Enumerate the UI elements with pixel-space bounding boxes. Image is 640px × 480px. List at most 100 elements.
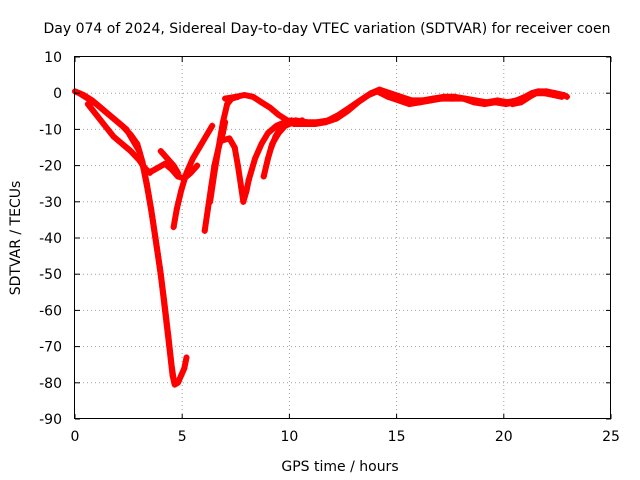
data-point bbox=[481, 101, 488, 108]
data-point bbox=[385, 93, 392, 100]
y-tick-label: -30 bbox=[39, 195, 62, 211]
data-point bbox=[178, 187, 185, 194]
data-point bbox=[162, 160, 169, 167]
y-tick-label: -80 bbox=[39, 376, 62, 392]
y-tick-label: -40 bbox=[39, 231, 62, 247]
data-point bbox=[272, 133, 279, 140]
data-point bbox=[276, 126, 283, 133]
data-point bbox=[178, 372, 185, 379]
y-tick-label: 10 bbox=[44, 50, 62, 66]
series-band bbox=[290, 88, 518, 127]
data-point bbox=[165, 332, 172, 339]
data-point bbox=[102, 108, 109, 115]
data-point bbox=[264, 155, 271, 162]
data-point bbox=[119, 140, 126, 147]
data-point bbox=[84, 101, 91, 108]
ticks: 0 5 10 15 20 25 -90 -80 -70 -60 -50 -40 -30 -20 -10 0 10 bbox=[39, 50, 620, 445]
x-tick-label: 15 bbox=[388, 429, 406, 445]
x-tick-label: 5 bbox=[178, 429, 187, 445]
data-point bbox=[157, 148, 164, 155]
data-point bbox=[231, 144, 238, 151]
data-point bbox=[93, 111, 100, 118]
data-point bbox=[541, 90, 548, 97]
x-tick-label: 25 bbox=[602, 429, 620, 445]
data-point bbox=[258, 140, 265, 147]
data-point bbox=[532, 90, 539, 97]
data-point bbox=[558, 93, 565, 100]
data-point bbox=[155, 164, 162, 171]
data-point bbox=[232, 93, 239, 100]
data-point bbox=[215, 144, 222, 151]
data-point bbox=[156, 263, 163, 270]
data-point bbox=[102, 122, 109, 129]
data-point bbox=[245, 177, 252, 184]
data-point bbox=[201, 227, 208, 234]
data-point bbox=[260, 173, 267, 180]
data-point bbox=[93, 101, 100, 108]
data-point bbox=[164, 155, 171, 162]
y-axis-label: SDTVAR / TECUs bbox=[8, 181, 24, 296]
data-point bbox=[127, 131, 134, 138]
data-point bbox=[460, 95, 467, 102]
data-point bbox=[234, 162, 241, 169]
data-point bbox=[170, 376, 177, 383]
data-point bbox=[170, 162, 177, 169]
data-point bbox=[238, 184, 245, 191]
data-point bbox=[183, 354, 190, 361]
data-point bbox=[224, 101, 231, 108]
data-point bbox=[119, 122, 126, 129]
data-point bbox=[365, 92, 372, 99]
data-point bbox=[127, 148, 134, 155]
data-point bbox=[273, 122, 280, 129]
data-point bbox=[152, 235, 159, 241]
data-point bbox=[268, 144, 275, 151]
data-point bbox=[222, 95, 229, 102]
x-tick-label: 10 bbox=[280, 429, 298, 445]
data-point bbox=[449, 95, 456, 102]
data-point bbox=[492, 99, 499, 106]
data-point bbox=[173, 206, 180, 213]
x-tick-label: 20 bbox=[495, 429, 513, 445]
data-point bbox=[148, 206, 155, 213]
data-point bbox=[258, 99, 265, 106]
series-band bbox=[76, 90, 177, 383]
data-point bbox=[189, 155, 196, 162]
data-point bbox=[267, 104, 274, 111]
data-point bbox=[470, 99, 477, 106]
data-point bbox=[170, 224, 177, 231]
data-point bbox=[219, 119, 226, 126]
data-point bbox=[241, 92, 248, 99]
chart-title: Day 074 of 2024, Sidereal Day-to-day VTE… bbox=[44, 21, 611, 37]
x-tick-label: 0 bbox=[71, 429, 80, 445]
series-band bbox=[170, 122, 216, 231]
y-tick-label: 0 bbox=[53, 86, 62, 102]
data-point bbox=[301, 120, 308, 127]
data-point bbox=[275, 111, 282, 118]
data-point bbox=[110, 133, 117, 140]
data-point bbox=[136, 157, 143, 164]
data-point bbox=[344, 108, 351, 115]
data-point bbox=[526, 93, 533, 100]
y-tick-label: -70 bbox=[39, 340, 62, 356]
data-point bbox=[550, 92, 557, 99]
data-point bbox=[395, 97, 402, 104]
data-point bbox=[226, 135, 233, 142]
data-point bbox=[168, 361, 175, 368]
data-point bbox=[194, 162, 201, 169]
y-tick-label: -50 bbox=[39, 267, 62, 283]
data-point bbox=[110, 115, 117, 122]
data-point bbox=[438, 95, 445, 102]
data-point bbox=[427, 97, 434, 104]
data-point bbox=[183, 169, 190, 176]
data-point bbox=[252, 155, 259, 162]
y-tick-label: -60 bbox=[39, 303, 62, 319]
data-point bbox=[181, 365, 188, 372]
data-point bbox=[243, 187, 250, 194]
series-band bbox=[157, 148, 181, 176]
data-point bbox=[355, 99, 362, 106]
data-point bbox=[196, 144, 203, 151]
data-point bbox=[134, 140, 141, 147]
data-point bbox=[312, 120, 319, 127]
data-point bbox=[374, 88, 381, 95]
